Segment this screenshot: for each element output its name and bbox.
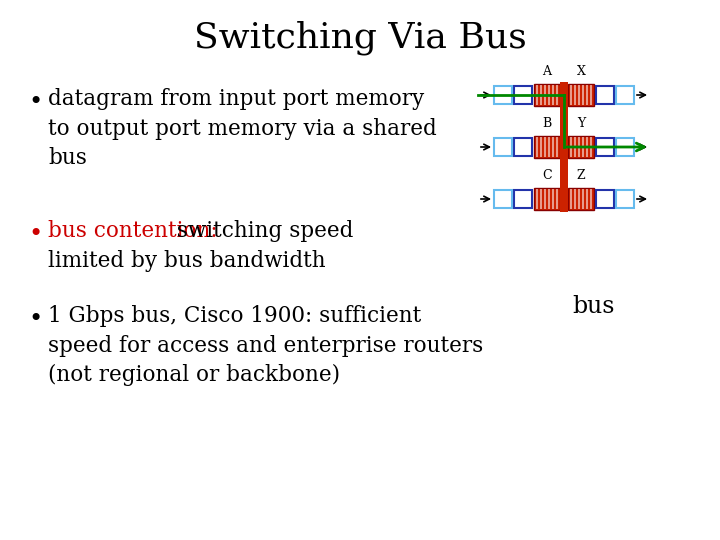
Text: datagram from input port memory: datagram from input port memory: [48, 88, 424, 110]
Bar: [560, 82, 568, 212]
Bar: [574, 85, 576, 105]
Bar: [582, 137, 584, 157]
Bar: [578, 137, 580, 157]
Text: switching speed: switching speed: [163, 220, 354, 242]
Bar: [536, 85, 538, 105]
Text: X: X: [577, 65, 585, 78]
Bar: [514, 138, 532, 156]
Bar: [578, 189, 580, 209]
Bar: [568, 188, 594, 210]
Bar: [616, 138, 634, 156]
Text: A: A: [542, 65, 552, 78]
Text: B: B: [542, 117, 552, 130]
Bar: [574, 137, 576, 157]
Bar: [596, 138, 614, 156]
Text: C: C: [542, 169, 552, 182]
Text: to output port memory via a shared: to output port memory via a shared: [48, 118, 437, 140]
Bar: [536, 137, 538, 157]
Text: Switching Via Bus: Switching Via Bus: [194, 21, 526, 55]
Bar: [540, 137, 542, 157]
Bar: [552, 189, 554, 209]
Bar: [578, 85, 580, 105]
Text: bus: bus: [48, 147, 87, 170]
Bar: [582, 85, 584, 105]
Bar: [544, 85, 546, 105]
Bar: [574, 189, 576, 209]
Bar: [494, 138, 512, 156]
Text: Z: Z: [577, 169, 585, 182]
Bar: [586, 85, 588, 105]
Text: bus contention:: bus contention:: [48, 220, 217, 242]
Bar: [534, 136, 560, 158]
Bar: [556, 137, 558, 157]
Bar: [582, 189, 584, 209]
Bar: [568, 84, 594, 106]
Text: Y: Y: [577, 117, 585, 130]
Bar: [514, 190, 532, 208]
Bar: [596, 190, 614, 208]
Bar: [596, 86, 614, 104]
Bar: [544, 137, 546, 157]
Bar: [540, 189, 542, 209]
Bar: [494, 86, 512, 104]
Bar: [570, 85, 572, 105]
Bar: [552, 137, 554, 157]
Text: •: •: [28, 91, 42, 114]
Text: speed for access and enterprise routers: speed for access and enterprise routers: [48, 335, 483, 357]
Text: limited by bus bandwidth: limited by bus bandwidth: [48, 249, 325, 272]
Text: (not regional or backbone): (not regional or backbone): [48, 364, 340, 387]
Bar: [514, 86, 532, 104]
Bar: [590, 137, 592, 157]
Bar: [494, 190, 512, 208]
Text: •: •: [28, 223, 42, 246]
Bar: [556, 85, 558, 105]
Bar: [552, 85, 554, 105]
Bar: [590, 85, 592, 105]
Text: bus: bus: [572, 295, 616, 318]
Text: 1 Gbps bus, Cisco 1900: sufficient: 1 Gbps bus, Cisco 1900: sufficient: [48, 305, 421, 327]
Bar: [570, 137, 572, 157]
Bar: [536, 189, 538, 209]
Bar: [616, 190, 634, 208]
Bar: [534, 84, 560, 106]
Bar: [544, 189, 546, 209]
Bar: [586, 137, 588, 157]
Bar: [590, 189, 592, 209]
Bar: [556, 189, 558, 209]
Bar: [540, 85, 542, 105]
Bar: [548, 189, 550, 209]
Bar: [568, 136, 594, 158]
Bar: [534, 188, 560, 210]
Bar: [570, 189, 572, 209]
Bar: [548, 137, 550, 157]
Bar: [586, 189, 588, 209]
Text: •: •: [28, 308, 42, 331]
Bar: [548, 85, 550, 105]
Bar: [616, 86, 634, 104]
